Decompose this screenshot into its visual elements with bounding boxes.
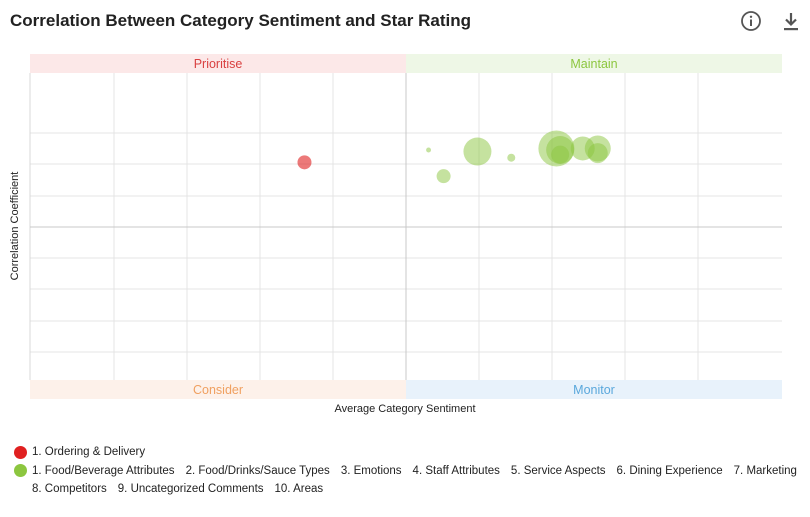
quadrant-label-maintain: Maintain [570,57,617,71]
quadrant-band-prioritise [30,54,406,73]
quadrant-label-consider: Consider [193,383,243,397]
info-circle-icon[interactable] [740,10,762,32]
legend-item[interactable]: 7. Marketing [733,464,797,477]
bubble-positive-0 [426,147,432,153]
legend-item[interactable]: 3. Emotions [340,464,402,477]
legend-item[interactable]: 9. Uncategorized Comments [117,483,264,496]
legend-item[interactable]: 6. Dining Experience [616,464,723,477]
quadrant-band-maintain [406,54,782,73]
chart-title: Correlation Between Category Sentiment a… [10,11,471,30]
bubble-positive-9 [587,143,608,164]
legend-item[interactable]: 5. Service Aspects [510,464,606,477]
legend-item[interactable]: 8. Competitors [32,483,107,496]
legend-item[interactable]: 1. Ordering & Delivery [32,446,146,459]
legend-row-positive-cont: 8. Competitors 9. Uncategorized Comments… [14,480,808,499]
legend-row-negative: 1. Ordering & Delivery [14,443,808,462]
legend-dot-positive [14,464,27,478]
quadrant-label-prioritise: Prioritise [194,57,243,71]
bubble-positive-6 [551,145,570,164]
quadrant-band-consider [30,380,406,399]
legend-item[interactable]: 2. Food/Drinks/Sauce Types [185,464,330,477]
bubble-positive-1 [436,169,451,184]
legend: 1. Ordering & Delivery 1. Food/Beverage … [14,443,808,499]
legend-item[interactable]: 4. Staff Attributes [412,464,500,477]
legend-item[interactable]: 1. Food/Beverage Attributes [32,464,175,477]
scatter-chart: Prioritise Maintain Consider Monitor [29,54,782,399]
bubble-positive-3 [507,153,516,162]
quadrant-label-monitor: Monitor [573,383,615,397]
legend-row-positive: 1. Food/Beverage Attributes 2. Food/Drin… [14,462,808,481]
y-axis-label: Correlation Coefficient [9,171,21,281]
quadrant-band-monitor [406,380,782,399]
download-icon[interactable] [780,10,802,32]
bubble-negative-0 [297,155,312,170]
bubble-positive-2 [463,137,492,166]
x-axis-label: Average Category Sentiment [334,403,476,415]
legend-item[interactable]: 10. Areas [274,483,324,496]
legend-dot-negative [14,445,27,459]
